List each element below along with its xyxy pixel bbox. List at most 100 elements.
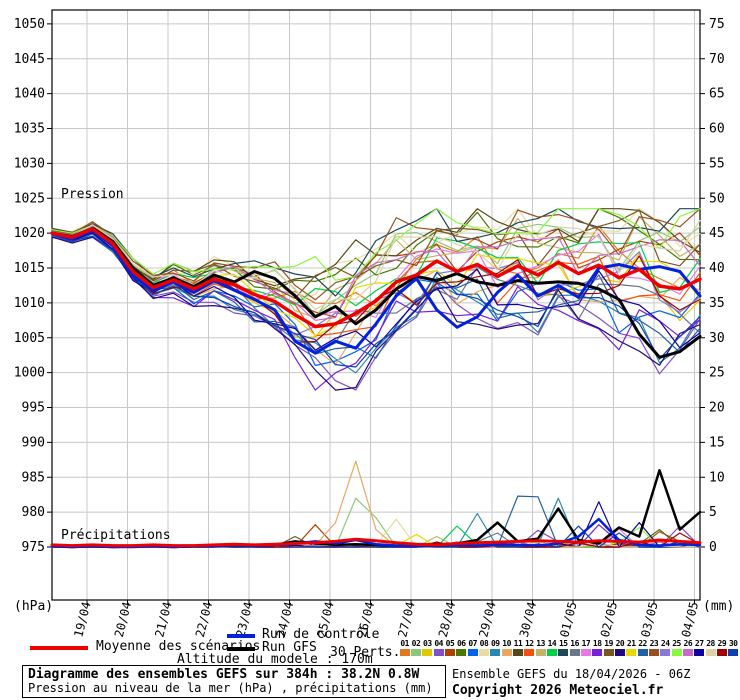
x-tick-label: 19/04 (71, 600, 93, 638)
pert-number: 15 (558, 639, 568, 648)
left-tick-label: 1025 (14, 191, 45, 206)
pert-legend-item: 19 (603, 639, 614, 656)
member-pressure-line-30 (51, 234, 701, 368)
x-tick-label: 02/05 (598, 600, 620, 638)
pert-color-swatch (626, 649, 637, 656)
pert-legend-item: 14 (546, 639, 557, 656)
copyright: Copyright 2026 Meteociel.fr (452, 683, 664, 698)
gfs-pressure-line (50, 226, 702, 359)
member-pressure-line-23 (51, 208, 701, 301)
pert-legend-item: 15 (558, 639, 569, 656)
member-pressure-line-19 (51, 209, 701, 299)
pert-number: 05 (445, 639, 455, 648)
pert-color-swatch (535, 649, 546, 656)
pert-color-swatch (637, 649, 648, 656)
pert-number: 26 (683, 639, 693, 648)
x-tick-label: 22/04 (193, 600, 215, 638)
left-axis-unit: (hPa) (14, 599, 54, 614)
pert-number: 12 (524, 639, 534, 648)
legend-mean-label: Moyenne des scénarios (96, 639, 261, 654)
pert-legend-item: 06 (456, 639, 467, 656)
right-tick-label: 0 (709, 540, 717, 555)
pert-color-swatch (716, 649, 727, 656)
pert-legend-item: 29 (716, 639, 727, 656)
mean-precip-line (50, 537, 702, 548)
pert-color-swatch (422, 649, 433, 656)
right-tick-label: 35 (709, 296, 725, 311)
mean-pressure-line (50, 227, 702, 329)
right-tick-label: 25 (709, 366, 725, 381)
pert-legend-item: 02 (410, 639, 421, 656)
pert-legend-item: 05 (444, 639, 455, 656)
pert-color-swatch (501, 649, 512, 656)
pert-color-swatch (671, 649, 682, 656)
right-tick-label: 50 (709, 191, 725, 206)
pert-number: 24 (660, 639, 670, 648)
pert-number: 20 (615, 639, 625, 648)
pert-number: 14 (547, 639, 557, 648)
right-tick-label: 45 (709, 226, 725, 241)
member-pressure-line-20 (51, 236, 701, 391)
left-tick-label: 1050 (14, 17, 45, 32)
pert-color-swatch (682, 649, 693, 656)
left-tick-label: 990 (22, 435, 45, 450)
pert-legend-item: 07 (467, 639, 478, 656)
pert-legend-item: 10 (501, 639, 512, 656)
left-tick-label: 1030 (14, 156, 45, 171)
x-tick-label: 27/04 (395, 600, 417, 638)
pert-color-swatch (728, 649, 739, 656)
pert-legend-item: 17 (580, 639, 591, 656)
x-tick-label: 20/04 (112, 600, 134, 638)
pert-legend-item: 04 (433, 639, 444, 656)
diagram-subtitle: Pression au niveau de la mer (hPa) , pré… (28, 681, 433, 695)
pert-number: 06 (456, 639, 466, 648)
member-pressure-line-25 (51, 208, 701, 281)
pert-color-swatch (467, 649, 478, 656)
pert-number: 25 (672, 639, 681, 648)
pert-legend-item: 09 (490, 639, 501, 656)
right-tick-label: 40 (709, 261, 725, 276)
left-tick-label: 1040 (14, 87, 45, 102)
pert-number: 29 (717, 639, 727, 648)
pert-color-swatch (456, 649, 467, 656)
right-axis-unit: (mm) (703, 599, 735, 614)
pert-color-swatch (614, 649, 625, 656)
pert-legend-item: 27 (694, 639, 705, 656)
pert-color-swatch (705, 649, 716, 656)
plot-frame (51, 9, 701, 601)
pert-color-swatch (478, 649, 489, 656)
pert-number: 22 (638, 639, 647, 648)
right-tick-label: 70 (709, 52, 725, 67)
member-pressure-line-17 (51, 228, 701, 318)
precipitation-section-label: Précipitations (61, 528, 171, 543)
pert-number: 27 (694, 639, 704, 648)
pert-legend-item: 18 (592, 639, 603, 656)
pert-legend-item: 28 (705, 639, 716, 656)
pert-number: 07 (468, 639, 477, 648)
x-tick-label: 21/04 (152, 600, 174, 638)
right-tick-label: 20 (709, 401, 725, 416)
pert-number: 21 (626, 639, 636, 648)
pert-color-swatch (546, 649, 557, 656)
member-pressure-line-27 (51, 232, 701, 351)
right-tick-label: 65 (709, 87, 725, 102)
pert-color-swatch (580, 649, 591, 656)
pert-legend-item: 30 (728, 639, 739, 656)
pert-number: 11 (513, 639, 523, 648)
pert-legend-item: 03 (422, 639, 433, 656)
pert-color-swatch (444, 649, 455, 656)
right-tick-label: 15 (709, 435, 725, 450)
pert-number: 09 (490, 639, 500, 648)
legend-perts-label: 30 Perts. (330, 645, 401, 660)
x-tick-label: 23/04 (233, 600, 255, 638)
pert-legend-item: 11 (512, 639, 523, 656)
pert-number: 10 (502, 639, 511, 648)
pert-color-swatch (603, 649, 614, 656)
x-tick-label: 04/05 (679, 600, 701, 638)
legend-control-swatch (227, 634, 255, 638)
left-tick-label: 1045 (14, 52, 45, 67)
pert-legend-item: 13 (535, 639, 546, 656)
right-tick-label: 10 (709, 470, 725, 485)
left-tick-label: 975 (22, 540, 45, 555)
